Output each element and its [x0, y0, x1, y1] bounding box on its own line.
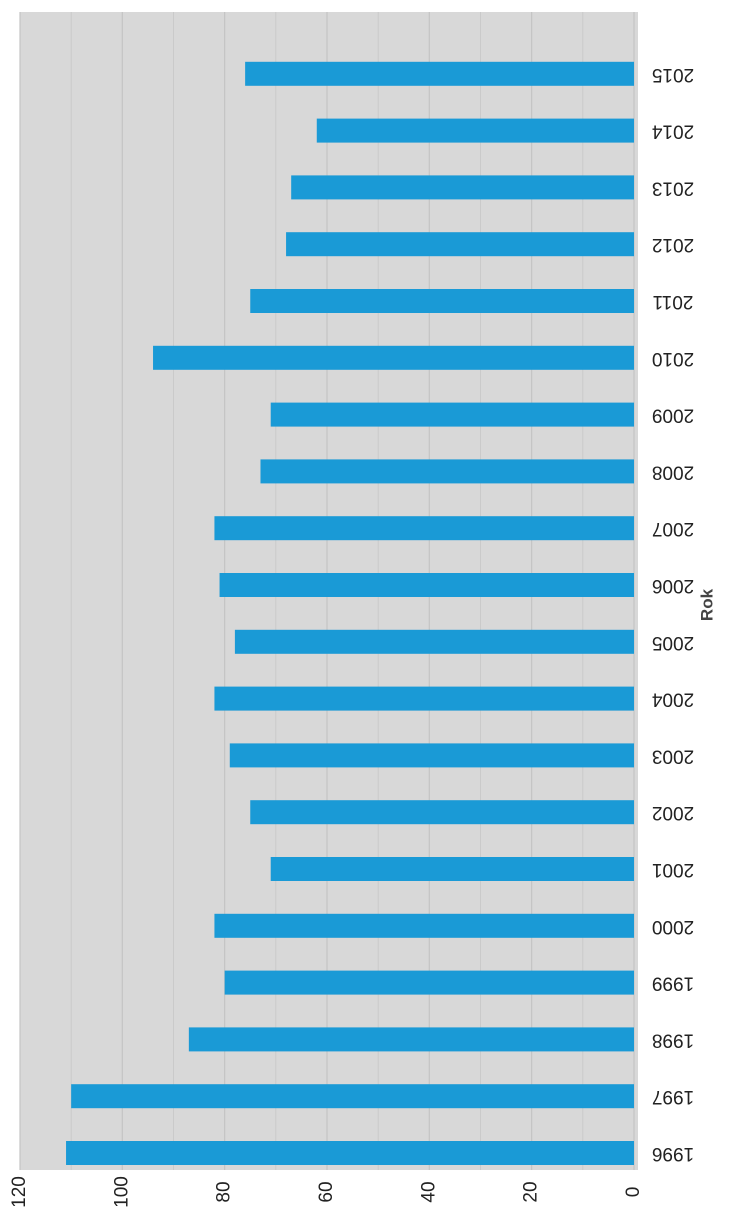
- category-label: 2002: [652, 802, 694, 823]
- category-label: 2000: [652, 916, 694, 937]
- value-tick-label: 80: [214, 1181, 235, 1202]
- bars: [66, 61, 635, 1165]
- value-tick-label: 60: [316, 1181, 337, 1202]
- bar-2004: [214, 686, 634, 711]
- category-labels: 1996 1997 1998 1999 2000 2001 2002 2003 2004 2005…: [651, 64, 694, 1164]
- category-label: 1999: [652, 973, 694, 994]
- category-label: 2015: [652, 64, 694, 85]
- bar-2000: [214, 913, 634, 938]
- category-label: 2004: [651, 689, 694, 710]
- category-label: 2001: [652, 859, 694, 880]
- category-label: 2012: [652, 234, 694, 255]
- category-label: 1998: [652, 1029, 694, 1050]
- category-label: 2010: [652, 348, 694, 369]
- value-tick-label: 40: [418, 1181, 439, 1202]
- category-label: 1996: [652, 1143, 694, 1164]
- bar-2003: [229, 743, 635, 768]
- category-label: 2003: [652, 745, 694, 766]
- axis-title: Rok: [697, 588, 716, 621]
- value-tick-label: 0: [623, 1187, 644, 1198]
- category-label: 2011: [653, 291, 694, 312]
- bar-2010: [153, 345, 635, 370]
- bar-2008: [260, 459, 634, 484]
- bar-2007: [214, 516, 634, 541]
- category-label: 1997: [652, 1086, 694, 1107]
- category-label: 2013: [652, 177, 694, 198]
- bar-2006: [219, 573, 635, 597]
- bar-2009: [270, 402, 634, 427]
- bar-1999: [224, 970, 634, 995]
- bar-1997: [71, 1084, 634, 1109]
- bar-2015: [245, 61, 634, 86]
- category-label: 2008: [652, 461, 694, 482]
- category-label: 2007: [652, 518, 694, 539]
- category-label: 2006: [652, 575, 694, 596]
- bar-1998: [188, 1027, 634, 1052]
- value-tick-label: 20: [521, 1181, 542, 1202]
- bar-1996: [66, 1141, 635, 1165]
- category-label: 2014: [651, 121, 694, 142]
- value-tick-label: 100: [111, 1176, 132, 1208]
- category-label: 2005: [652, 632, 694, 653]
- category-label: 2009: [652, 405, 694, 426]
- bar-2001: [270, 857, 634, 881]
- value-tick-labels: 0 20 40 60 80 100 120: [9, 1176, 644, 1208]
- bar-2013: [291, 175, 634, 200]
- bar-2002: [250, 800, 634, 825]
- bar-2011: [250, 289, 634, 313]
- bar-2014: [316, 118, 634, 143]
- bar-2012: [286, 232, 634, 257]
- bar-2005: [234, 629, 634, 654]
- value-tick-label: 120: [9, 1176, 30, 1208]
